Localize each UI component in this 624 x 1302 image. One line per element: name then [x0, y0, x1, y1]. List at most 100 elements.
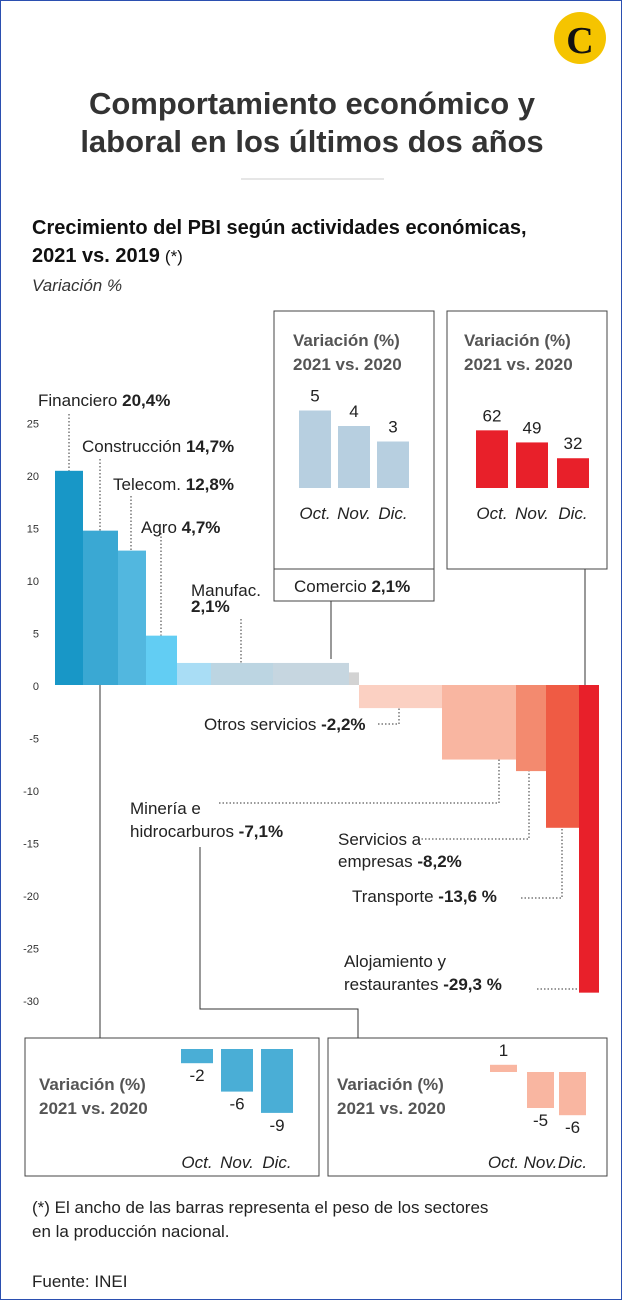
chart-title-line2: 2021 vs. 2019 (*)	[32, 245, 183, 267]
y-axis-label: Variación %	[32, 276, 122, 295]
sector-label: empresas -8,2%	[338, 852, 462, 871]
inset-value: -6	[565, 1118, 580, 1137]
sector-bar	[442, 685, 516, 760]
y-axis: 25 20 15 10 5 0 -5 -10 -15 -20 -25 -30	[23, 419, 39, 1009]
leader-line	[219, 685, 500, 804]
sector-value: -8,2%	[417, 852, 461, 871]
sector-name: Transporte	[352, 887, 438, 906]
y-tick-label: 5	[33, 629, 39, 641]
inset-category: Dic.	[262, 1153, 291, 1172]
sector-value: -7,1%	[239, 822, 283, 841]
inset-value: 32	[564, 434, 583, 453]
inset-title: Variación (%)	[464, 331, 571, 350]
inset-title: Variación (%)	[293, 331, 400, 350]
inset-value: 4	[349, 402, 358, 421]
sector-name: empresas	[338, 852, 417, 871]
inset-value: -9	[269, 1116, 284, 1135]
comercio-label-box	[273, 568, 435, 602]
sector-label: Manufac.	[191, 581, 261, 600]
leader-line	[521, 827, 563, 899]
sector-name: Otros servicios	[204, 715, 321, 734]
sector-name: hidrocarburos	[130, 822, 239, 841]
sector-label: Servicios a	[338, 830, 422, 849]
inset-bar	[516, 442, 548, 488]
footnote-line2: en la producción nacional.	[32, 1222, 230, 1241]
sector-name: Financiero	[38, 391, 122, 410]
sector-label: Transporte -13,6 %	[352, 887, 497, 906]
inset-subtitle: 2021 vs. 2020	[337, 1099, 446, 1118]
inset-value: -5	[533, 1111, 548, 1130]
inset-category: Dic.	[558, 1153, 587, 1172]
y-tick-label: 20	[27, 471, 39, 483]
main-bars	[55, 470, 599, 993]
sector-bar	[359, 685, 442, 709]
page-title-line1: Comportamiento económico y	[89, 86, 536, 121]
sector-bar	[579, 685, 599, 993]
sector-value: 14,7%	[186, 437, 234, 456]
inset-bar	[221, 1049, 253, 1092]
footnote-line1: (*) El ancho de las barras representa el…	[32, 1198, 488, 1217]
sector-name: Construcción	[82, 437, 186, 456]
sector-bar	[273, 662, 349, 685]
sector-value: 2,1%	[191, 597, 230, 616]
inset-title: Variación (%)	[337, 1075, 444, 1094]
connector-lines	[68, 414, 586, 1038]
inset-value: 62	[483, 406, 502, 425]
y-tick-label: 0	[33, 681, 39, 693]
sector-label: hidrocarburos -7,1%	[130, 822, 283, 841]
inset-bar	[299, 410, 331, 488]
inset-category: Oct.	[181, 1153, 212, 1172]
inset-bar	[527, 1072, 554, 1108]
logo-icon	[554, 12, 606, 64]
page-title-line2: laboral en los últimos dos años	[80, 124, 543, 159]
source-note: Fuente: INEI	[32, 1272, 127, 1291]
sector-value: -29,3 %	[443, 975, 502, 994]
sector-value: 20,4%	[122, 391, 170, 410]
y-tick-label: -30	[23, 996, 39, 1008]
sector-name: Comercio	[294, 577, 371, 596]
inset-charts: Variación (%) 2021 vs. 2020 5 Oct. 4 Nov. 3 Dic…	[24, 310, 608, 1177]
sector-label: Minería e	[130, 799, 201, 818]
sector-bar	[177, 662, 211, 685]
inset-category: Nov.	[337, 504, 371, 523]
inset-category: Oct.	[299, 504, 330, 523]
sector-label: restaurantes -29,3 %	[344, 975, 502, 994]
inset-bar	[338, 426, 370, 488]
sector-labels: Financiero 20,4% Construcción 14,7% Teleco…	[38, 391, 502, 994]
y-tick-label: 10	[27, 576, 39, 588]
sector-value: -2,2%	[321, 715, 365, 734]
inset-value: 1	[499, 1041, 508, 1060]
inset-category: Oct.	[476, 504, 507, 523]
sector-value: -13,6 %	[438, 887, 497, 906]
inset-bar	[490, 1064, 517, 1072]
sector-bar	[211, 662, 273, 685]
logo-letter: C	[566, 20, 593, 62]
sector-label: Construcción 14,7%	[82, 437, 234, 456]
sector-label: Otros servicios -2,2%	[204, 715, 366, 734]
sector-value: 2,1%	[371, 577, 410, 596]
inset-box	[446, 310, 608, 570]
inset-subtitle: 2021 vs. 2020	[293, 355, 402, 374]
sector-bar	[55, 470, 83, 685]
sector-label: Telecom. 12,8%	[113, 475, 234, 494]
sector-name: restaurantes	[344, 975, 443, 994]
inset-subtitle: 2021 vs. 2020	[39, 1099, 148, 1118]
sector-label: Financiero 20,4%	[38, 391, 170, 410]
sector-name: Manufac.	[191, 581, 261, 600]
inset-category: Nov.	[515, 504, 549, 523]
y-tick-label: 15	[27, 524, 39, 536]
inset-category: Oct.	[488, 1153, 519, 1172]
inset-value: 5	[310, 387, 319, 406]
y-tick-label: 25	[27, 419, 39, 431]
inset-category: Nov.	[524, 1153, 558, 1172]
sector-name: Agro	[141, 518, 182, 537]
inset-value: 49	[523, 418, 542, 437]
sector-label: Comercio 2,1%	[294, 577, 410, 596]
inset-bar	[559, 1072, 586, 1116]
y-tick-label: -20	[23, 891, 39, 903]
sector-bar	[83, 530, 118, 685]
sector-value: 12,8%	[186, 475, 234, 494]
inset-value: -6	[229, 1095, 244, 1114]
